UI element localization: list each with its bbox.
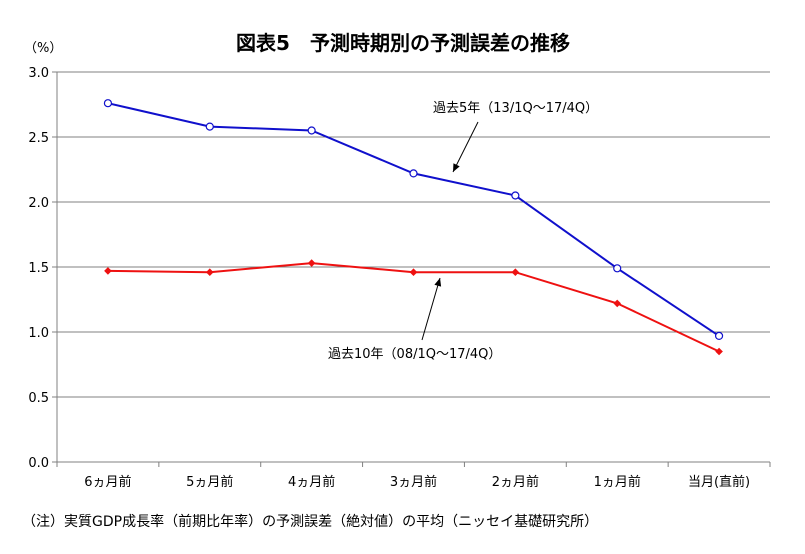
data-point (714, 331, 724, 340)
data-point (613, 299, 622, 308)
data-point (511, 191, 520, 200)
data-point (409, 169, 418, 178)
data-point (307, 126, 316, 135)
data-point (409, 268, 418, 276)
annotation-arrow-10yr (421, 277, 441, 341)
data-point (205, 268, 214, 276)
series-label-5yr: 過去5年（13/1Q～17/4Q） (433, 101, 598, 116)
y-tick-label: 0.0 (28, 456, 49, 471)
annotations: 過去5年（13/1Q～17/4Q） 過去10年（08/1Q～17/4Q） (328, 101, 598, 362)
x-axis-ticks: 6ヵ月前 5ヵ月前 4ヵ月前 3ヵ月前 2ヵ月前 1ヵ月前 当月(直前) (84, 474, 750, 490)
gridlines (52, 71, 771, 467)
data-point (715, 347, 723, 356)
y-tick-label: 2.5 (28, 131, 49, 146)
x-tick-label: 当月(直前) (688, 474, 750, 490)
x-tick-label: 6ヵ月前 (84, 474, 131, 490)
data-point (511, 268, 520, 276)
y-tick-label: 1.0 (28, 326, 49, 341)
y-tick-label: 1.5 (28, 261, 49, 276)
series-line (107, 262, 720, 353)
y-tick-label: 0.5 (28, 391, 49, 406)
y-tick-label: 2.0 (28, 196, 49, 211)
y-axis-unit: （%） (24, 41, 62, 56)
data-point (613, 264, 622, 273)
data-point (205, 122, 214, 131)
series-line (107, 102, 720, 337)
x-tick-label: 4ヵ月前 (288, 474, 335, 490)
series-lines (107, 102, 720, 353)
y-axis-ticks: 0.0 0.5 1.0 1.5 2.0 2.5 3.0 (28, 66, 49, 471)
data-point (307, 259, 316, 267)
x-tick-label: 3ヵ月前 (390, 474, 437, 490)
x-tick-label: 1ヵ月前 (594, 474, 641, 490)
chart-title: 図表5 予測時期別の予測誤差の推移 (236, 31, 570, 55)
data-point (103, 99, 113, 108)
x-tick-label: 2ヵ月前 (492, 474, 539, 490)
y-tick-label: 3.0 (28, 66, 49, 81)
footnote: （注）実質GDP成長率（前期比年率）の予測誤差（絶対値）の平均（ニッセイ基礎研究… (22, 514, 599, 530)
x-tick-label: 5ヵ月前 (186, 474, 233, 490)
data-point (104, 267, 112, 275)
series-label-10yr: 過去10年（08/1Q～17/4Q） (328, 347, 501, 362)
annotation-arrowhead-10yr (434, 278, 442, 287)
annotation-arrowhead-5yr (453, 163, 460, 172)
series-markers (103, 99, 724, 356)
annotation-arrow-5yr (452, 121, 479, 173)
